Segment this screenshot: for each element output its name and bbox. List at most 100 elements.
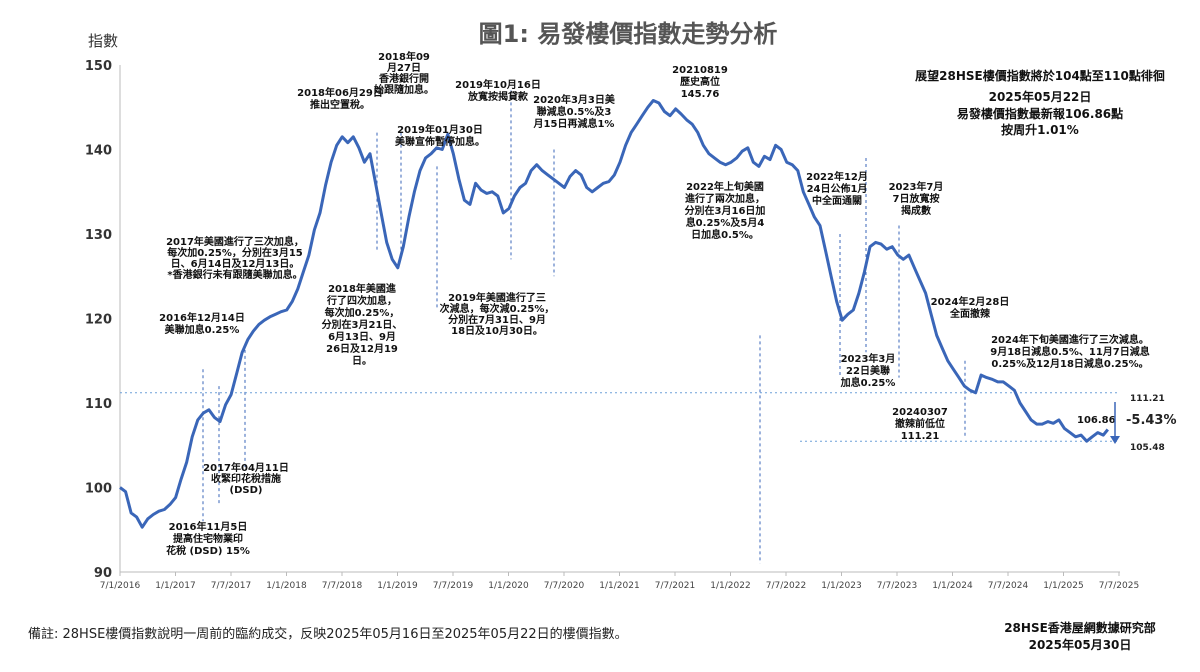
y-tick-label: 150 [85, 59, 112, 74]
annotation-line: 息0.25%及5月4 [686, 216, 765, 229]
x-tick-label: 7/7/2023 [877, 581, 917, 591]
annotation-line: 2022年12月 [806, 170, 868, 183]
annotation-line: 24日公佈1月 [807, 182, 868, 195]
annotation-line: 2019年10月16日 [455, 78, 541, 91]
x-tick-label: 1/1/2023 [821, 581, 861, 591]
annotation-line: 分別在7月31日、9月 [448, 313, 546, 326]
annotation-line: 2018年06月29日 [297, 86, 383, 99]
annotation-line: 次減息，每次減0.25%， [440, 302, 555, 315]
annotation-line: 揭成數 [901, 204, 931, 217]
info-weekly-change: 按周升1.01% [1001, 122, 1079, 137]
annotation-line: 2016年12月14日 [159, 311, 245, 324]
footer-org: 28HSE香港屋網數據研究部 [1004, 620, 1156, 635]
annotation-line: 2022年上旬美國 [686, 180, 764, 193]
annotation-line: 2024年下旬美國進行了三次減息。 [991, 333, 1149, 346]
y-tick-label: 110 [85, 397, 112, 412]
x-tick-label: 1/1/2018 [266, 581, 307, 591]
x-tick-label: 7/7/2019 [433, 581, 474, 591]
change-arrow-head [1110, 436, 1120, 444]
annotation-line: 2020年3月3日美 [533, 93, 616, 106]
y-tick-label: 130 [85, 228, 112, 243]
annotation-line: 中全面通關 [812, 194, 862, 207]
x-tick-label: 7/7/2018 [322, 581, 363, 591]
annotation-line: 香港銀行開 [379, 72, 429, 85]
annotation-line: 每次加0.25%， [325, 306, 400, 319]
annotation-line: 進行了兩次加息， [685, 192, 765, 205]
y-tick-label: 100 [85, 482, 112, 497]
event-markers [202, 90, 966, 564]
annotation-line: 分別在3月21日、 [322, 318, 403, 331]
x-tick-label: 1/1/2021 [599, 581, 639, 591]
y-axis-label: 指數 [88, 32, 118, 50]
annotation-line: 2018年09 [378, 50, 430, 63]
annotation-line: 2017年美國進行了三次加息， [166, 235, 304, 248]
annotation-line: 日、6月14日及12月13日。 [171, 258, 300, 270]
annotation-line: 花稅 (DSD) 15% [166, 544, 250, 557]
footer-note: 備註: 28HSE樓價指數說明一周前的臨約成交，反映2025年05月16日至20… [28, 626, 628, 642]
annotation-line: 日。 [352, 355, 372, 367]
annotation-line: 月15日再減息1% [533, 117, 615, 130]
annotation-line: 每次加0.25%，分別在3月15 [167, 246, 303, 259]
annotation-line: 全面撤辣 [949, 307, 991, 320]
annotation-line: 7日放寬按 [893, 192, 940, 205]
annotation-line: 加息0.25% [840, 376, 896, 389]
x-tick-label: 7/7/2020 [544, 581, 585, 591]
annotation-line: 2023年7月 [889, 180, 944, 193]
reference-lines [120, 392, 1120, 442]
annotation-line: 美聯宣佈暫停加息。 [395, 135, 485, 148]
annotation-line: 歷史高位 [680, 75, 720, 88]
annotation-line: 始跟隨加息。 [374, 83, 434, 96]
annotation-line: 145.76 [681, 89, 720, 100]
annotation-line: 推出空置稅。 [310, 98, 370, 111]
x-tick-label: 7/7/2021 [655, 581, 695, 591]
chart-title: 圖1: 易發樓價指數走勢分析 [479, 20, 778, 48]
annotation-line: 2024年2月28日 [931, 295, 1010, 308]
annotation-line: 26日及12月19 [326, 343, 398, 355]
annotation-line: 月27日 [386, 62, 421, 74]
annotation-line: 美聯加息0.25% [165, 323, 240, 336]
info-latest: 易發樓價指數最新報106.86點 [957, 106, 1123, 121]
x-tick-label: 1/1/2019 [377, 581, 418, 591]
annotation-line: 0.25%及12月18日減息0.25%。 [991, 357, 1148, 370]
x-tick-label: 7/7/2017 [211, 581, 251, 591]
annotation-line: 2019年美國進行了三 [448, 291, 546, 304]
annotation-line: 日加息0.5%。 [691, 228, 759, 241]
annotation-line: 分別在3月16日加 [685, 204, 766, 217]
info-outlook: 展望28HSE樓價指數將於104點至110點徘徊 [915, 68, 1165, 83]
annotation-line: 18日及10月30日。 [451, 325, 543, 337]
annotation-line: 收緊印花稅措施 [211, 472, 281, 485]
info-box: 展望28HSE樓價指數將於104點至110點徘徊 2025年05月22日 易發樓… [915, 68, 1165, 137]
annotation-line: 2016年11月5日 [169, 520, 248, 533]
axes: 90 100 110 120 130 140 150 7/1/2016 1/1/2017 7/7/… [85, 59, 1139, 591]
annotation-line: *香港銀行未有跟隨美聯加息。 [167, 268, 302, 281]
info-date: 2025年05月22日 [989, 89, 1092, 104]
annotation-line: 2019年01月30日 [397, 123, 483, 136]
x-tick-label: 7/7/2022 [766, 581, 806, 591]
annotation-line: 提高住宅物業印 [173, 532, 243, 545]
annotation-line: 9月18日減息0.5%、11月7日減息 [990, 345, 1149, 358]
x-tick-label: 1/1/2024 [932, 581, 973, 591]
annotation-line: 2023年3月 [841, 352, 896, 365]
annotation-line: 2017年04月11日 [203, 461, 289, 474]
x-tick-label: 1/1/2017 [155, 581, 195, 591]
ref-label-high: 111.21 [1130, 394, 1165, 404]
ref-label-low: 105.48 [1130, 443, 1165, 453]
x-tick-label: 1/1/2025 [1043, 581, 1083, 591]
annotation-line: 聯減息0.5%及3 [537, 105, 612, 118]
annotation-line: 放寬按揭貸款 [467, 90, 529, 103]
annotation-line: 6月13日、9月 [328, 331, 396, 343]
y-tick-label: 90 [94, 566, 112, 581]
x-tick-label: 7/1/2016 [100, 581, 141, 591]
x-tick-label: 7/7/2024 [988, 581, 1029, 591]
annotation-line: 20210819 [672, 65, 728, 76]
change-label: -5.43% [1126, 413, 1177, 428]
series-line [119, 99, 1109, 529]
annotation-line: 22日美聯 [846, 364, 890, 377]
annotation-line: 行了四次加息， [326, 294, 397, 307]
latest-value-label: 106.86 [1077, 415, 1116, 426]
x-tick-label: 7/7/2025 [1099, 581, 1139, 591]
annotation-line: 撤辣前低位 [895, 417, 945, 430]
annotation-line: 20240307 [892, 407, 948, 418]
